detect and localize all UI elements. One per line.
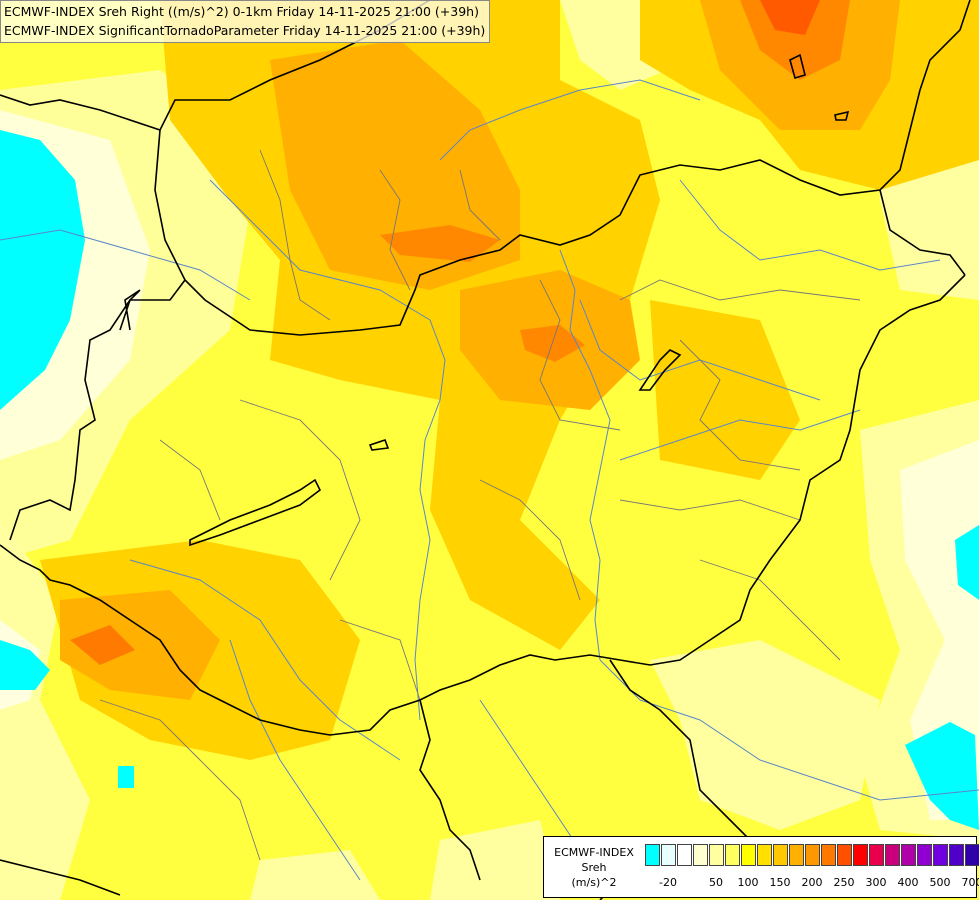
legend-swatch — [965, 844, 979, 866]
color-legend: ECMWF-INDEX Sreh (m/s)^2 -20 50 100 150 200 2… — [543, 836, 979, 898]
legend-swatch — [709, 844, 724, 866]
legend-swatch — [789, 844, 804, 866]
legend-swatch — [869, 844, 884, 866]
legend-swatch — [837, 844, 852, 866]
negative-helicity-zones — [0, 130, 979, 830]
legend-swatch — [917, 844, 932, 866]
peak-helicity-zones — [70, 0, 850, 665]
legend-tick-label: 200 — [801, 876, 823, 889]
legend-swatch — [677, 844, 692, 866]
legend-swatch — [933, 844, 948, 866]
title-stp: ECMWF-INDEX SignificantTornadoParameter … — [4, 23, 486, 38]
legend-model: ECMWF-INDEX — [554, 846, 634, 859]
legend-swatch — [949, 844, 964, 866]
legend-swatch — [645, 844, 660, 866]
legend-swatch — [821, 844, 836, 866]
legend-swatch — [885, 844, 900, 866]
legend-swatch — [853, 844, 868, 866]
legend-tick-label: 700 — [961, 876, 979, 889]
legend-swatch — [805, 844, 820, 866]
map-title-box: ECMWF-INDEX Sreh Right ((m/s)^2) 0-1km F… — [0, 0, 491, 43]
legend-unit: (m/s)^2 — [571, 876, 617, 889]
legend-swatch — [901, 844, 916, 866]
legend-swatch — [725, 844, 740, 866]
legend-param: Sreh — [581, 861, 607, 874]
legend-tick-label: 150 — [769, 876, 791, 889]
legend-tick-label: -20 — [659, 876, 677, 889]
legend-tick-label: 50 — [709, 876, 723, 889]
legend-tick-label: 250 — [833, 876, 855, 889]
legend-swatches — [645, 844, 979, 866]
legend-swatch — [661, 844, 676, 866]
legend-swatch — [741, 844, 756, 866]
regional-borders — [99, 149, 861, 861]
title-sreh: ECMWF-INDEX Sreh Right ((m/s)^2) 0-1km F… — [4, 4, 479, 19]
legend-swatch — [757, 844, 772, 866]
legend-swatch — [773, 844, 788, 866]
legend-swatch — [693, 844, 708, 866]
legend-tick-label: 100 — [737, 876, 759, 889]
legend-tick-label: 500 — [929, 876, 951, 889]
legend-tick-label: 400 — [897, 876, 919, 889]
legend-tick-label: 300 — [865, 876, 887, 889]
